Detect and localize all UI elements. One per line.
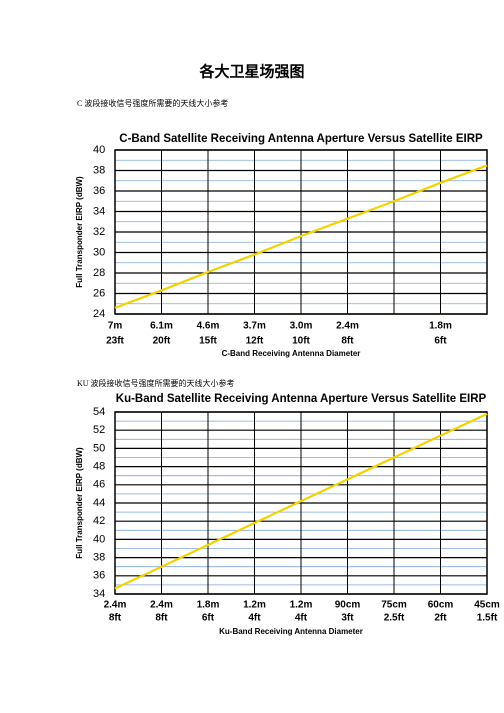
y-tick-label: 34 (93, 205, 105, 217)
y-tick-label: 40 (93, 533, 105, 545)
y-tick-label: 26 (93, 287, 105, 299)
data-line (114, 412, 488, 590)
y-tick-label: 52 (93, 424, 105, 436)
plot-border (114, 411, 488, 595)
x-tick-sublabel: 4ft (295, 613, 308, 624)
chart-title: C-Band Satellite Receiving Antenna Apert… (119, 133, 483, 145)
x-tick-sublabel: 4ft (248, 613, 261, 624)
x-axis-label: Ku-Band Receiving Antenna Diameter (219, 627, 363, 636)
x-tick-sublabel: 6ft (202, 613, 215, 624)
x-tick-label: 90cm (335, 600, 361, 611)
x-tick-label: 4.6m (197, 321, 220, 332)
y-tick-label: 36 (93, 185, 105, 197)
x-tick-label: 75cm (381, 600, 407, 611)
x-tick-label: 1.8m (197, 600, 220, 611)
y-tick-label: 36 (93, 570, 105, 582)
x-tick-label: 45cm (474, 600, 500, 611)
y-tick-label: 28 (93, 267, 105, 279)
x-tick-label: 3.7m (243, 321, 266, 332)
x-axis-label: C-Band Receiving Antenna Diameter (222, 349, 361, 358)
x-tick-sublabel: 6ft (434, 336, 447, 347)
x-tick-sublabel: 15ft (199, 336, 217, 347)
x-tick-label: 6.1m (150, 321, 173, 332)
x-tick-sublabel: 1.5ft (477, 613, 498, 624)
x-tick-sublabel: 10ft (292, 336, 310, 347)
y-tick-label: 38 (93, 164, 105, 176)
y-tick-label: 54 (93, 406, 105, 418)
x-tick-label: 2.4m (104, 600, 127, 611)
x-tick-sublabel: 2ft (434, 613, 447, 624)
x-tick-label: 2.4m (150, 600, 173, 611)
y-axis-label: Full Transponder EIRP (dBW) (75, 176, 84, 288)
y-tick-label: 50 (93, 442, 105, 454)
x-tick-sublabel: 8ft (341, 336, 354, 347)
y-tick-label: 46 (93, 479, 105, 491)
caption: C 波段接收信号强度所需要的天线大小参考 (77, 98, 228, 108)
y-tick-label: 38 (93, 552, 105, 564)
chart-title: Ku-Band Satellite Receiving Antenna Aper… (116, 393, 487, 405)
x-tick-label: 7m (108, 321, 123, 332)
y-tick-label: 40 (93, 144, 105, 156)
y-tick-label: 24 (93, 308, 105, 320)
x-tick-label: 1.8m (429, 321, 452, 332)
y-tick-label: 34 (93, 588, 105, 600)
data-line (114, 164, 488, 309)
y-tick-label: 42 (93, 515, 105, 527)
x-tick-sublabel: 20ft (153, 336, 171, 347)
y-tick-label: 44 (93, 497, 105, 509)
x-tick-sublabel: 8ft (155, 613, 168, 624)
x-tick-label: 1.2m (243, 600, 266, 611)
x-tick-sublabel: 8ft (109, 613, 122, 624)
x-tick-label: 1.2m (290, 600, 313, 611)
x-tick-sublabel: 2.5ft (384, 613, 405, 624)
x-tick-label: 2.4m (336, 321, 359, 332)
x-tick-sublabel: 23ft (106, 336, 124, 347)
x-tick-label: 3.0m (290, 321, 313, 332)
y-tick-label: 32 (93, 226, 105, 238)
plot-border (114, 149, 488, 315)
document-title: 各大卫星场强图 (198, 62, 304, 80)
x-tick-label: 60cm (428, 600, 454, 611)
caption: KU 波段接收信号强度所需要的天线大小参考 (77, 378, 235, 388)
y-tick-label: 30 (93, 246, 105, 258)
x-tick-sublabel: 3ft (341, 613, 354, 624)
x-tick-sublabel: 12ft (246, 336, 264, 347)
y-tick-label: 48 (93, 461, 105, 473)
y-axis-label: Full Transponder EIRP (dBW) (75, 447, 84, 559)
